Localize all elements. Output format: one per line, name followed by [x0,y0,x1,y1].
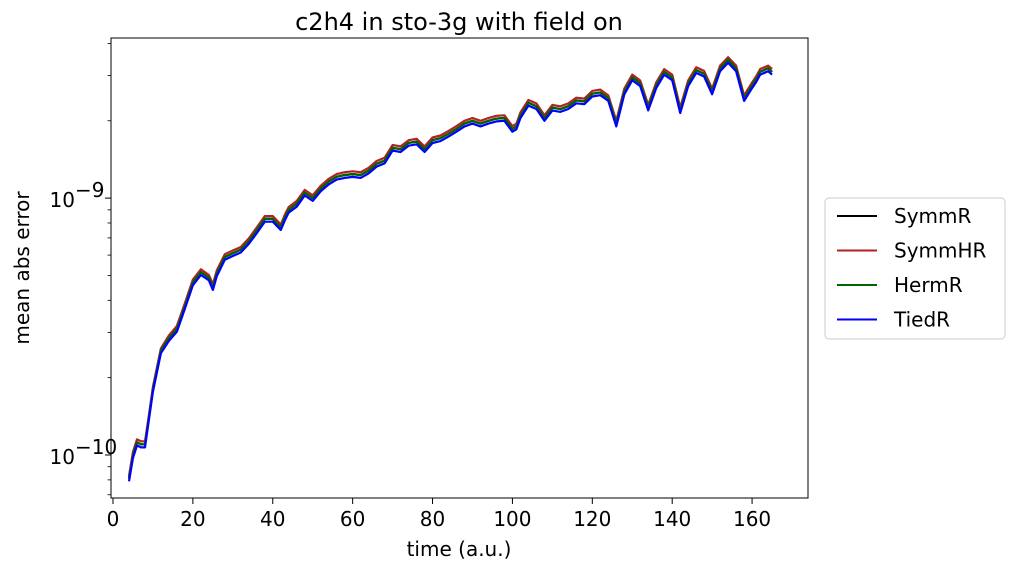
x-tick-label: 140 [653,507,691,531]
x-tick-label: 60 [340,507,365,531]
x-axis-label: time (a.u.) [407,537,512,561]
legend-label-symmhr: SymmHR [894,239,987,263]
legend-label-tiedr: TiedR [893,308,950,332]
legend-label-hermr: HermR [894,273,963,297]
x-tick-label: 100 [493,507,531,531]
series-line-symmhr [127,56,773,476]
x-tick-label: 20 [180,507,205,531]
y-tick-exponent: −9 [75,178,104,202]
legend-label-symmr: SymmR [894,204,971,228]
legend: SymmR SymmHR HermR TiedR [824,197,1006,340]
y-tick-label: 10 [50,188,75,212]
legend-box [824,197,1006,340]
plot-lines [127,56,773,482]
y-axis-label: mean abs error [10,191,34,345]
x-tick-label: 160 [733,507,771,531]
chart-title: c2h4 in sto-3g with field on [295,8,623,36]
y-tick-exponent: −10 [75,435,117,459]
x-axis-ticks: 0 20 40 60 80 100 120 140 160 [107,498,771,531]
series-line-hermr [127,58,773,479]
plot-frame [110,37,809,499]
x-tick-label: 40 [260,507,285,531]
y-tick-label: 10 [50,445,75,469]
x-tick-label: 80 [420,507,445,531]
x-tick-label: 0 [107,507,120,531]
x-tick-label: 120 [573,507,611,531]
series-line-symmr [127,58,773,479]
series-line-tiedr [127,61,773,482]
